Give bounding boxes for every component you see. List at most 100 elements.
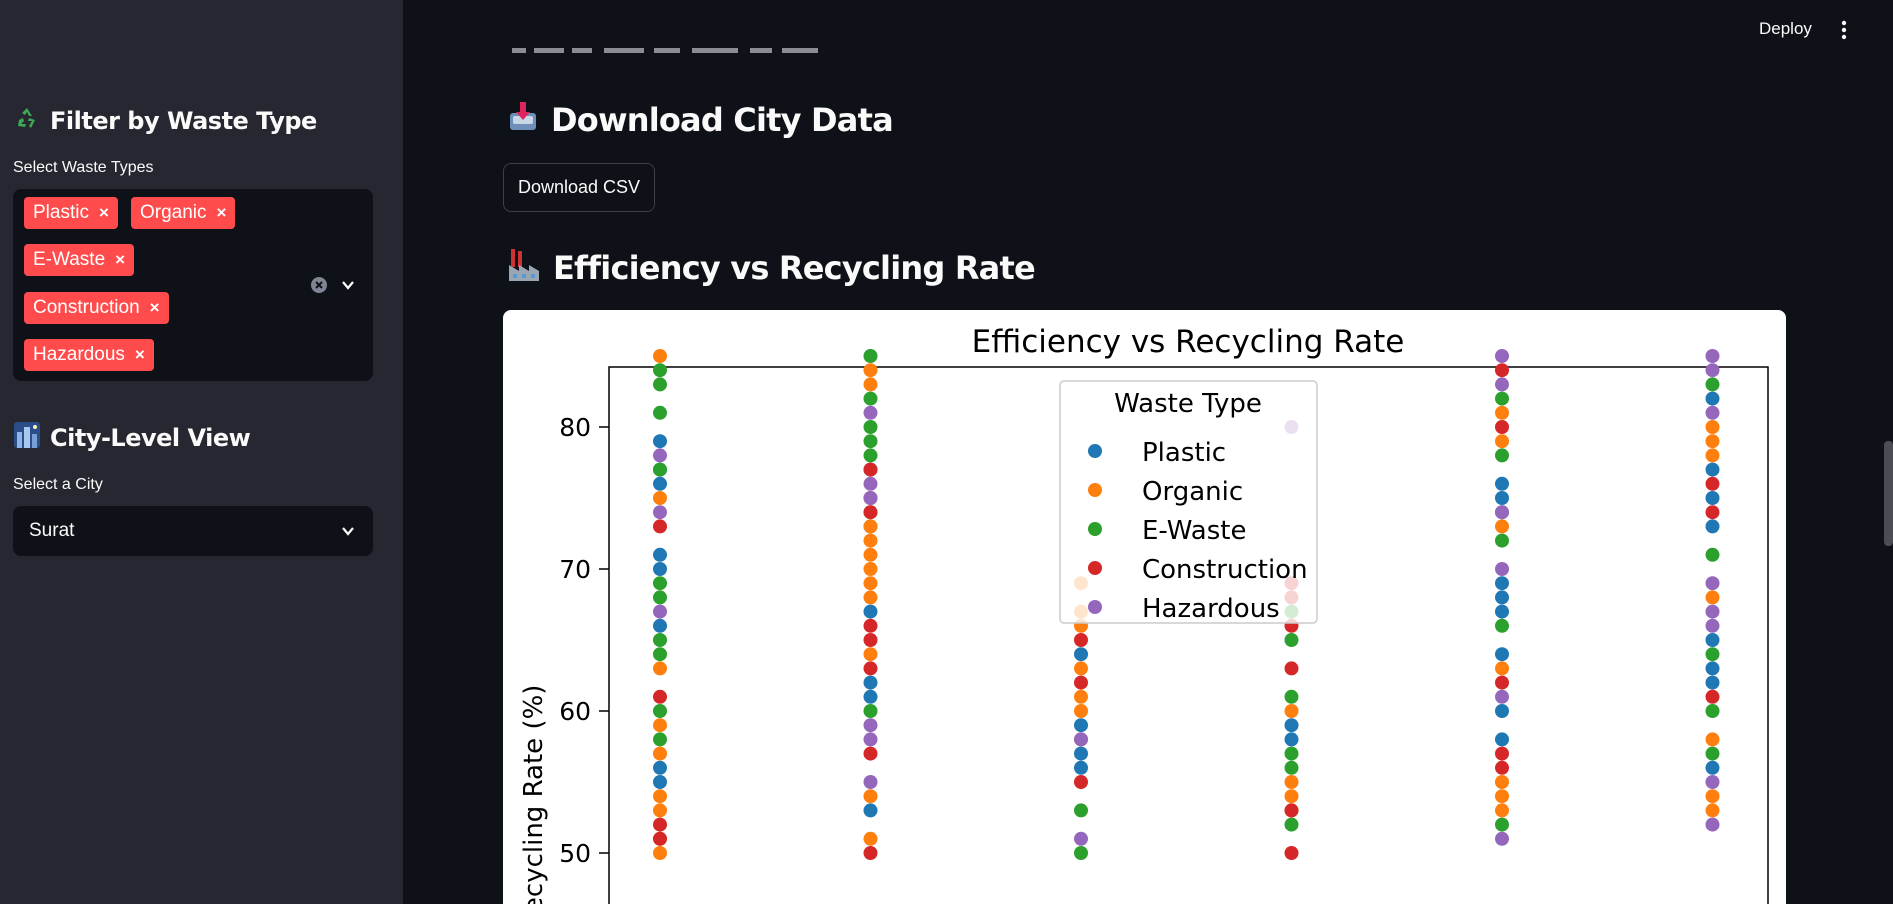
- city-select[interactable]: Surat: [13, 506, 373, 556]
- scatter-point-construction: [1074, 675, 1088, 690]
- scatter-point-hazardous: [1705, 405, 1720, 420]
- scatter-point-e-waste: [1495, 533, 1509, 548]
- scatter-point-e-waste: [653, 363, 667, 378]
- scatter-point-hazardous: [863, 476, 878, 491]
- scatter-point-organic: [863, 576, 878, 591]
- scatter-point-organic: [1284, 789, 1299, 804]
- legend-marker: [1088, 600, 1102, 614]
- scatter-point-organic: [1705, 789, 1720, 804]
- scatter-point-organic: [1495, 405, 1509, 420]
- tag-label: Organic: [140, 202, 207, 223]
- scatter-point-plastic: [653, 562, 667, 576]
- scatter-point-organic: [1074, 689, 1088, 704]
- scatter-point-construction: [863, 633, 878, 647]
- tag-e-waste[interactable]: E-Waste ×: [24, 244, 135, 276]
- download-heading-text: Download City Data: [551, 101, 894, 139]
- download-csv-button[interactable]: Download CSV: [503, 163, 655, 212]
- scatter-point-construction: [1074, 775, 1088, 789]
- scatter-point-e-waste: [653, 462, 667, 477]
- scatter-point-construction: [1495, 675, 1509, 690]
- chevron-down-icon[interactable]: [339, 276, 357, 294]
- scatter-point-plastic: [1705, 675, 1720, 690]
- clear-all-icon[interactable]: [310, 276, 328, 294]
- remove-tag-icon[interactable]: ×: [115, 250, 126, 269]
- legend-marker: [1088, 561, 1102, 575]
- city-view-heading-text: City-Level View: [50, 424, 251, 452]
- scatter-point-e-waste: [1705, 704, 1720, 718]
- scatter-point-organic: [1705, 590, 1720, 605]
- scatter-point-organic: [863, 831, 878, 846]
- chevron-down-icon[interactable]: [339, 522, 357, 540]
- legend-label: Organic: [1142, 477, 1243, 507]
- scatter-point-plastic: [1284, 718, 1299, 733]
- tag-construction[interactable]: Construction ×: [24, 292, 169, 324]
- tag-organic[interactable]: Organic ×: [131, 197, 236, 229]
- scatter-point-e-waste: [1284, 760, 1299, 775]
- scatter-point-e-waste: [1074, 803, 1088, 818]
- kebab-menu-icon[interactable]: [1837, 19, 1851, 41]
- scatter-point-organic: [863, 547, 878, 562]
- scatter-point-hazardous: [1495, 831, 1509, 846]
- scatter-point-organic: [1074, 661, 1088, 676]
- scatter-point-organic: [1495, 775, 1509, 789]
- scatter-point-organic: [1705, 803, 1720, 818]
- scatter-point-organic: [653, 718, 667, 733]
- scatter-point-plastic: [863, 604, 878, 619]
- scatter-point-e-waste: [863, 349, 878, 363]
- recycle-icon: [14, 105, 40, 137]
- scatter-point-organic: [863, 533, 878, 548]
- scatter-chart: Efficiency vs Recycling Rate 50 60 70 80 Re…: [519, 324, 1769, 904]
- tag-label: Plastic: [33, 202, 89, 223]
- scatter-point-hazardous: [1705, 363, 1720, 378]
- scatter-point-organic: [1495, 803, 1509, 818]
- remove-tag-icon[interactable]: ×: [149, 298, 160, 317]
- scatter-point-construction: [863, 661, 878, 676]
- scatter-point-organic: [1495, 661, 1509, 676]
- legend-marker: [1088, 522, 1102, 536]
- y-tick-label: 80: [559, 413, 591, 442]
- scatter-point-hazardous: [1495, 562, 1509, 576]
- scatter-point-plastic: [1495, 476, 1509, 491]
- scatter-point-e-waste: [1495, 817, 1509, 832]
- scatter-point-organic: [1705, 434, 1720, 449]
- scatter-point-construction: [653, 519, 667, 534]
- legend-box: [1059, 380, 1318, 624]
- scatter-point-organic: [863, 562, 878, 576]
- scatter-point-e-waste: [863, 448, 878, 463]
- scatter-point-organic: [653, 661, 667, 676]
- scatter-point-organic: [863, 590, 878, 605]
- scatter-point-construction: [863, 505, 878, 520]
- inbox-tray-icon: [507, 100, 539, 140]
- remove-tag-icon[interactable]: ×: [98, 203, 109, 222]
- city-view-heading: City-Level View: [14, 422, 251, 454]
- scatter-point-organic: [863, 647, 878, 662]
- scatter-point-plastic: [1495, 604, 1509, 619]
- scatter-point-plastic: [1074, 718, 1088, 733]
- waste-type-multiselect[interactable]: Plastic × Organic × E-Waste × Constructi…: [13, 189, 373, 381]
- deploy-button[interactable]: Deploy: [1759, 19, 1812, 38]
- scatter-point-organic: [1284, 775, 1299, 789]
- remove-tag-icon[interactable]: ×: [134, 345, 145, 364]
- tag-plastic[interactable]: Plastic ×: [24, 197, 118, 229]
- remove-tag-icon[interactable]: ×: [216, 203, 227, 222]
- legend-marker: [1088, 483, 1102, 497]
- scatter-point-plastic: [653, 775, 667, 789]
- scatter-point-plastic: [1705, 462, 1720, 477]
- scatter-point-plastic: [653, 618, 667, 633]
- scatter-point-organic: [653, 803, 667, 818]
- scatter-point-e-waste: [1495, 391, 1509, 406]
- page-scrollbar[interactable]: [1884, 441, 1893, 546]
- tag-hazardous[interactable]: Hazardous ×: [24, 339, 154, 371]
- scatter-point-construction: [863, 462, 878, 477]
- scatter-point-plastic: [1705, 760, 1720, 775]
- scatter-point-plastic: [863, 803, 878, 818]
- scatter-point-hazardous: [1705, 604, 1720, 619]
- scatter-point-organic: [1705, 448, 1720, 463]
- scatter-point-construction: [1495, 363, 1509, 378]
- scatter-point-plastic: [653, 760, 667, 775]
- scatter-point-plastic: [653, 547, 667, 562]
- chart-card: Efficiency vs Recycling Rate 50 60 70 80 Re…: [503, 310, 1786, 904]
- scatter-point-construction: [863, 618, 878, 633]
- legend-label: Hazardous: [1142, 594, 1280, 624]
- waste-types-label: Select Waste Types: [13, 159, 154, 176]
